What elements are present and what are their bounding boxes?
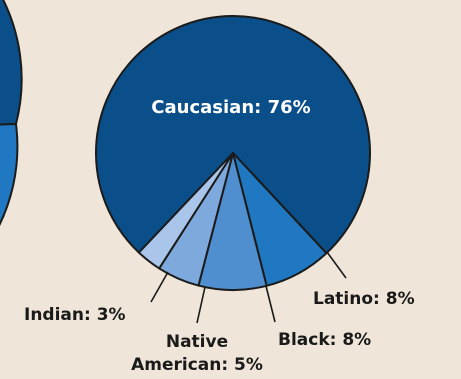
label-black: Black: 8% <box>278 330 371 350</box>
leader-line-black <box>265 285 276 323</box>
label-native-american-line1: Native <box>166 332 228 352</box>
label-indian: Indian: 3% <box>24 305 126 325</box>
leader-line-indian <box>150 271 169 303</box>
leader-line-latino <box>326 251 347 279</box>
slice-indian <box>137 152 234 270</box>
label-latino: Latino: 8% <box>313 289 415 309</box>
label-native-american-line2: American: 5% <box>131 355 263 375</box>
slice-caucasian <box>95 15 371 255</box>
left-pie-slice-light <box>0 122 19 226</box>
leader-line-native-american <box>196 286 206 324</box>
left-pie <box>0 0 23 226</box>
label-caucasian: Caucasian: 76% <box>151 97 310 118</box>
left-pie-slice-dark <box>0 0 23 126</box>
leader-lines <box>150 251 347 324</box>
main-pie <box>95 15 371 291</box>
